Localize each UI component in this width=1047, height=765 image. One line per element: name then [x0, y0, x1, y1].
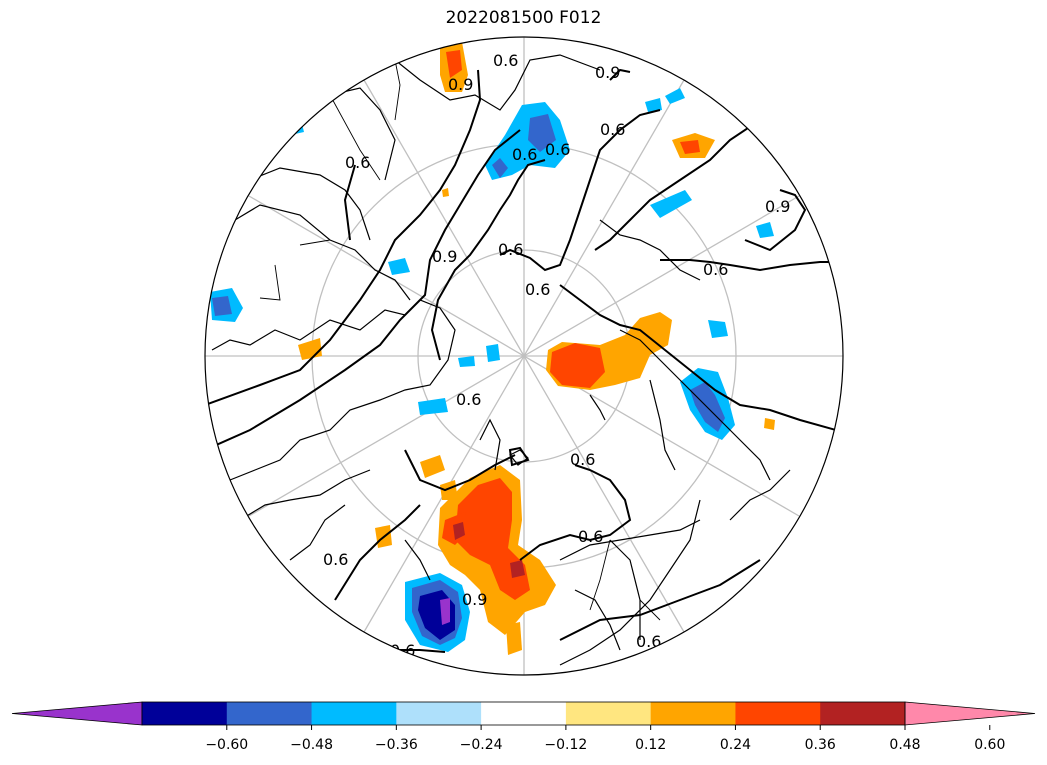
coastlines	[211, 54, 791, 666]
colorbar-extend-high	[904, 701, 1036, 726]
map-title: 2022081500 F012	[445, 8, 602, 28]
contour-label: 0.9	[595, 63, 620, 82]
colorbar-tick-label: −0.12	[544, 737, 587, 753]
contour-label: 0.6	[323, 550, 348, 569]
colorbar-tick-label: 0.24	[720, 737, 751, 753]
colorbar-extend-low	[11, 701, 143, 726]
colorbar-tick-label: 0.36	[805, 737, 836, 753]
contour-label: 0.6	[578, 527, 603, 546]
colorbar-cell	[396, 702, 482, 725]
map-boundary	[204, 36, 844, 676]
contour-label: 0.9	[462, 590, 487, 609]
colorbar-tick-label: 0.60	[974, 737, 1005, 753]
colorbar-tick-label: 0.48	[889, 737, 920, 753]
contour-label: 0.6	[345, 153, 370, 172]
contour-label: 0.6	[703, 260, 728, 279]
contour-label: 0.6	[512, 145, 537, 164]
colorbar-tick-label: −0.48	[290, 737, 333, 753]
borders	[259, 59, 661, 621]
colorbar-cell	[650, 702, 736, 725]
contour-label: 0.6	[570, 450, 595, 469]
colorbar-cell	[311, 702, 397, 725]
polar-map: 0.6 0.6 0.6 0.6 0.9 0.9 0.9 0.6 0.6 0.6 …	[204, 36, 844, 676]
colorbar-cell	[142, 702, 228, 725]
colorbar-tick-label: −0.60	[205, 737, 248, 753]
colorbar-frame	[141, 701, 906, 726]
contour-label: 0.6	[525, 280, 550, 299]
colorbar-cell	[820, 702, 906, 725]
colorbar: −0.60 −0.48 −0.36 −0.24 −0.12 0.12 0.24 0.36 0.4…	[11, 701, 1036, 753]
contour-lines	[205, 68, 843, 653]
contour-label: 0.9	[448, 75, 473, 94]
contour-label: 0.6	[498, 240, 523, 259]
contour-label: 0.6	[600, 120, 625, 139]
contour-label: 0.6	[493, 51, 518, 70]
colorbar-cell	[565, 702, 652, 725]
colorbar-cell	[481, 702, 567, 725]
contour-label: 0.6	[456, 390, 481, 409]
colorbar-tick-label: 0.12	[635, 737, 666, 753]
colorbar-cell	[226, 702, 313, 725]
colorbar-tick-label: −0.24	[460, 737, 503, 753]
anomaly-fill	[210, 42, 775, 655]
colorbar-tick-label: −0.36	[375, 737, 418, 753]
colorbar-cell	[735, 702, 821, 725]
contour-label: 0.6	[545, 140, 570, 159]
contour-label: 0.6	[636, 632, 661, 651]
contour-label: 0.9	[432, 247, 457, 266]
contour-label: 0.9	[765, 197, 790, 216]
